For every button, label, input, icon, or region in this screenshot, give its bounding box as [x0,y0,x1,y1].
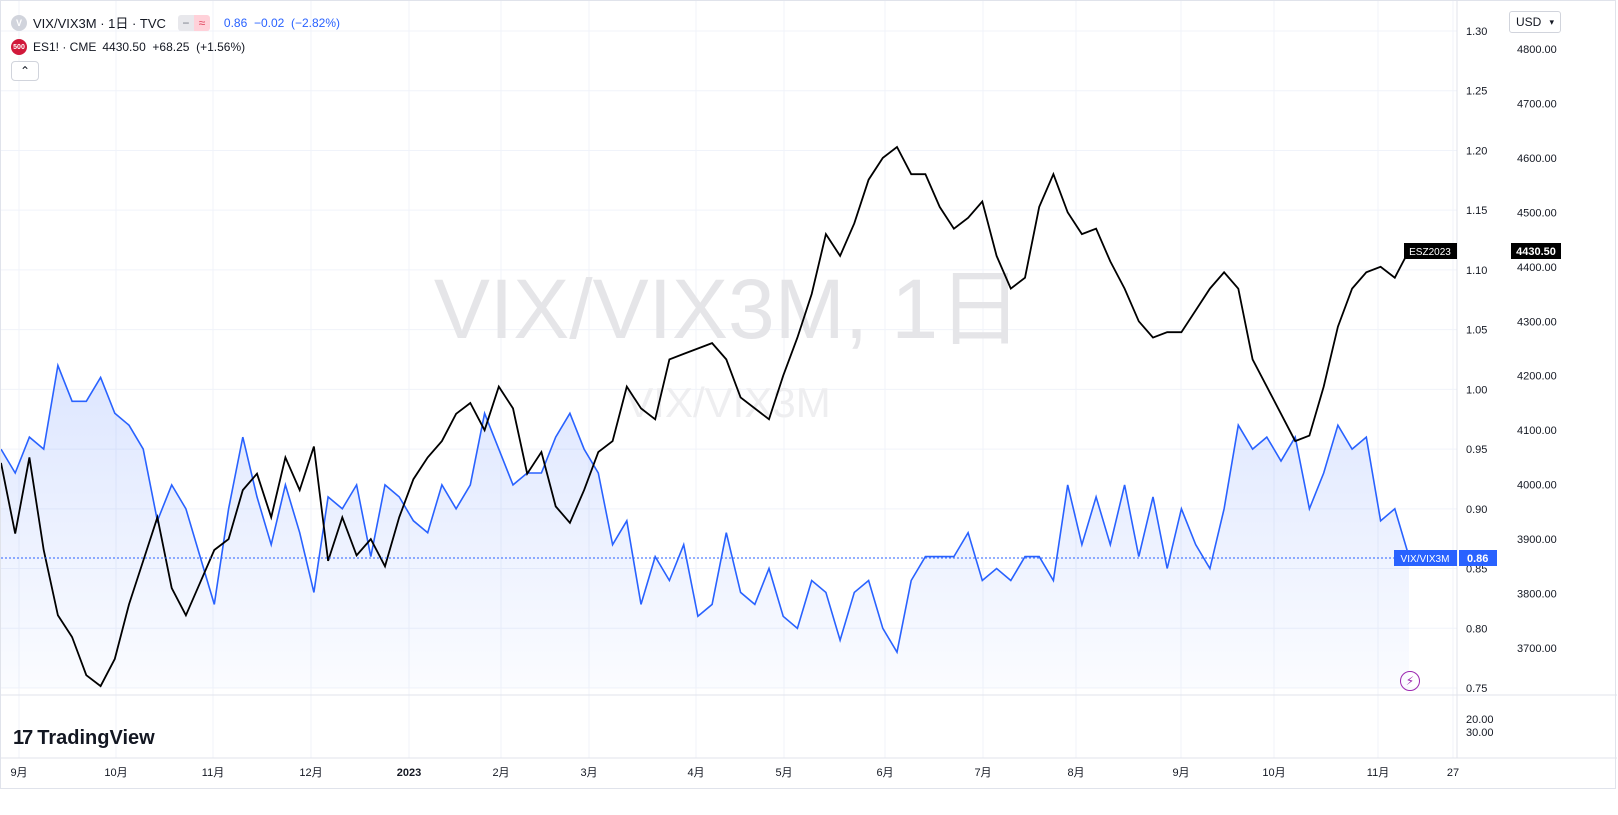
series-layer [1,145,1410,688]
tradingview-logo[interactable]: 17 TradingView [13,727,155,750]
lower-pane-tick-label: 30.00 [1466,727,1494,739]
symbol-values: 0.86 −0.02 (−2.82%) [223,15,341,30]
time-tick-label: 5月 [775,767,792,779]
symbol-logo-icon: V [11,14,27,31]
compare-symbol-badge: 500 [11,39,27,55]
symbol-name[interactable]: VIX/VIX3M · 1日 · TVC [33,16,166,31]
legend-toggle-buttons[interactable]: − ≈ [177,14,210,31]
ratio-tick-label: 1.00 [1466,384,1487,396]
price-tick-label: 4100.00 [1517,425,1557,437]
ratio-last-value-badge [1459,550,1497,566]
minus-icon[interactable]: − [177,14,194,31]
wave-icon[interactable]: ≈ [193,14,210,31]
price-tick-label: 4800.00 [1517,44,1557,56]
ratio-series-tag-text: VIX/VIX3M [1401,554,1450,565]
chevron-up-icon: ⌃ [19,64,31,78]
price-tick-label: 4200.00 [1517,371,1557,383]
time-tick-label: 11月 [202,767,224,779]
time-tick-label: 7月 [974,767,991,779]
time-tick-label: 27 [1447,767,1459,779]
price-tick-label: 3800.00 [1517,589,1557,601]
futures-series-line[interactable] [1,145,1410,688]
time-tick-label: 12月 [299,767,322,779]
chart-canvas[interactable]: VIX/VIX3M, 1日 VIX/VIX3M 1.30 1.25 1.20 1.15… [1,1,1617,790]
compare-symbol-name[interactable]: ES1! · CME [33,40,97,54]
ratio-tick-label: 1.25 [1466,86,1487,98]
futures-series-tag-text: ESZ2023 [1409,247,1451,258]
brand-name: TradingView [37,727,155,749]
main-symbol-legend[interactable]: V VIX/VIX3M · 1日 · TVC − ≈ 0.86 −0.02 (−… [11,13,340,32]
time-tick-label: 2月 [492,767,509,779]
time-tick-label: 9月 [10,767,27,779]
ratio-tick-label: 0.80 [1466,623,1487,635]
price-tick-label: 3700.00 [1517,643,1557,655]
price-tick-label: 4300.00 [1517,316,1557,328]
time-tick-label: 2023 [397,767,421,779]
ratio-tick-label: 1.20 [1466,145,1487,157]
collapse-legend-button[interactable]: ⌃ [11,61,39,81]
tradingview-mark-icon: 17 [13,727,33,749]
time-tick-label: 10月 [1262,767,1285,779]
price-tick-label: 4600.00 [1517,153,1557,165]
time-axis[interactable]: 9月 10月 11月 12月 2023 2月 3月 4月 5月 6月 7月 8月 9月 10月 11月 27 [10,767,1459,779]
time-tick-label: 9月 [1172,767,1189,779]
time-tick-label: 4月 [687,767,704,779]
ratio-tick-label: 1.10 [1466,265,1487,277]
time-tick-label: 10月 [104,767,127,779]
ratio-tick-label: 1.30 [1466,26,1487,38]
time-tick-label: 3月 [580,767,597,779]
price-tick-label: 4500.00 [1517,207,1557,219]
ratio-series-line[interactable] [1,362,1410,655]
ratio-axis[interactable]: 1.30 1.25 1.20 1.15 1.10 1.05 1.00 0.95 0.90 0.85… [1466,26,1487,695]
ratio-tick-label: 0.90 [1466,504,1487,516]
futures-series-tag [1404,243,1457,259]
ratio-tick-label: 0.85 [1466,564,1487,576]
futures-last-value-badge [1511,243,1561,259]
ratio-area-fill [1,365,1409,688]
currency-button[interactable]: USD ▾ [1509,11,1561,33]
ratio-series-tag [1394,550,1457,566]
time-tick-label: 8月 [1067,767,1084,779]
lower-pane-tick-label: 20.00 [1466,714,1494,726]
compare-symbol-values: 4430.50 +68.25 (+1.56%) [102,40,246,54]
time-tick-label: 6月 [876,767,893,779]
chevron-down-icon: ▾ [1549,16,1554,27]
ratio-tick-label: 0.75 [1466,683,1487,695]
ratio-tick-label: 1.15 [1466,205,1487,217]
price-tick-label: 4400.00 [1517,262,1557,274]
price-tick-label: 3900.00 [1517,534,1557,546]
futures-last-value-text: 4430.50 [1516,246,1556,258]
ratio-tick-label: 0.95 [1466,444,1487,456]
time-tick-label: 11月 [1367,767,1389,779]
currency-label: USD [1516,15,1542,29]
ratio-last-value-text: 0.86 [1467,553,1488,565]
price-axis[interactable]: 4800.00 4700.00 4600.00 4500.00 4400.00 4300.… [1517,44,1557,655]
watermark-main: VIX/VIX3M, 1日 [434,262,1022,356]
price-tick-label: 4700.00 [1517,98,1557,110]
last-value-labels: VIX/VIX3M 0.86 ESZ2023 4430.50 [1394,243,1561,566]
lightning-icon[interactable]: ⚡ [1400,671,1420,691]
price-tick-label: 4000.00 [1517,480,1557,492]
ratio-tick-label: 1.05 [1466,325,1487,337]
compare-symbol-legend[interactable]: 500 ES1! · CME 4430.50 +68.25 (+1.56%) [11,39,245,55]
chart-frame: VIX/VIX3M, 1日 VIX/VIX3M 1.30 1.25 1.20 1.15… [0,0,1617,790]
